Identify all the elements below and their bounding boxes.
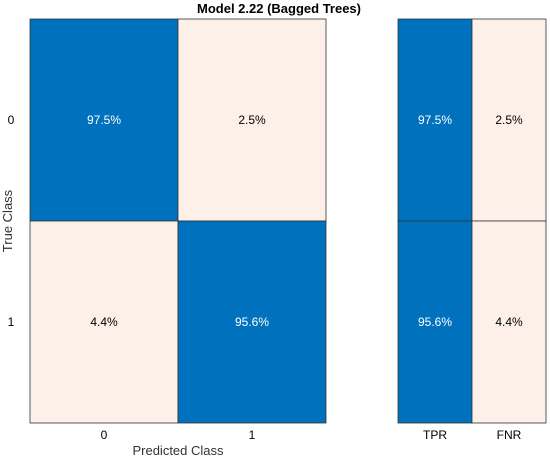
summary-col-tick-fnr: FNR bbox=[497, 428, 522, 442]
main-matrix: 97.5% 2.5% 4.4% 95.6% bbox=[29, 18, 327, 424]
col-tick-0: 0 bbox=[101, 428, 108, 442]
main-cell-r0-c1 bbox=[177, 18, 327, 222]
row-tick-0: 0 bbox=[8, 113, 15, 127]
main-cell-label-r1-c1: 95.6% bbox=[235, 315, 269, 329]
col-tick-1: 1 bbox=[249, 428, 256, 442]
row-tick-1: 1 bbox=[8, 315, 15, 329]
summary-cell-r1-c1 bbox=[471, 220, 547, 424]
tick-labels: 0 1 0 1 TPR FNR bbox=[8, 113, 522, 442]
main-cell-label-r1-c0: 4.4% bbox=[90, 315, 118, 329]
main-cell-label-r0-c0: 97.5% bbox=[87, 113, 121, 127]
summary-cell-r0-c1 bbox=[471, 18, 547, 222]
y-axis-label: True Class bbox=[0, 189, 15, 252]
main-cell-label-r0-c1: 2.5% bbox=[238, 113, 266, 127]
main-cell-r0-c0 bbox=[29, 18, 179, 222]
summary-cell-label-r1-c1: 4.4% bbox=[495, 315, 523, 329]
summary-cell-r0-c0 bbox=[397, 18, 473, 222]
summary-matrix: 97.5% 2.5% 95.6% 4.4% bbox=[397, 18, 547, 424]
summary-cell-r1-c0 bbox=[397, 220, 473, 424]
summary-cell-label-r1-c0: 95.6% bbox=[418, 315, 452, 329]
chart-title: Model 2.22 (Bagged Trees) bbox=[197, 1, 361, 16]
summary-cell-label-r0-c1: 2.5% bbox=[495, 113, 523, 127]
summary-col-tick-tpr: TPR bbox=[423, 428, 447, 442]
main-cell-r1-c0 bbox=[29, 220, 179, 424]
summary-cell-label-r0-c0: 97.5% bbox=[418, 113, 452, 127]
main-cell-r1-c1 bbox=[177, 220, 327, 424]
x-axis-label: Predicted Class bbox=[132, 443, 224, 458]
